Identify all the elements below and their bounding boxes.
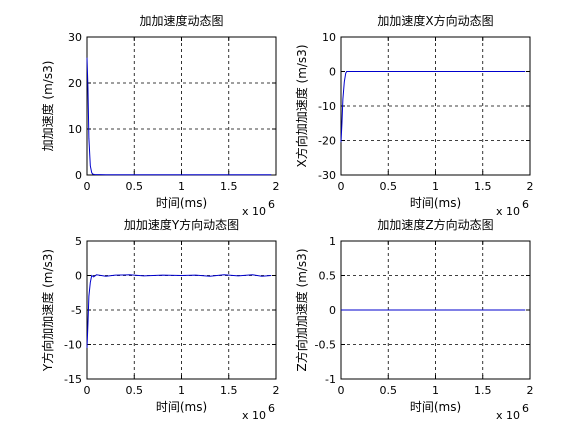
x-tick-label: 1.5	[474, 180, 492, 193]
x-exponent-label: x 10	[496, 205, 520, 218]
x-tick-label: 0	[84, 384, 91, 397]
y-tick-label: -1	[325, 373, 336, 386]
x-tick-label: 1	[178, 384, 185, 397]
x-exponent-label: x 10	[242, 205, 266, 218]
x-tick-label: 0.5	[380, 180, 398, 193]
y-tick-label: 0.5	[319, 270, 337, 283]
y-axis-label: Y方向加加速度 (m/s3)	[40, 249, 55, 372]
x-tick-label: 0	[338, 384, 345, 397]
x-exponent-label: x 10	[496, 409, 520, 422]
y-axis-label: X方向加加速度 (m/s3)	[294, 44, 309, 167]
y-axis-label: Z方向加加速度 (m/s3)	[294, 248, 309, 371]
x-tick-label: 1.5	[474, 384, 492, 397]
x-exponent-power: 6	[522, 198, 529, 211]
y-tick-label: 0	[75, 270, 82, 283]
x-tick-label: 2	[273, 180, 280, 193]
x-tick-label: 1	[432, 180, 439, 193]
y-tick-label: -20	[318, 135, 336, 148]
x-tick-label: 1.5	[220, 384, 238, 397]
x-tick-label: 0.5	[380, 384, 398, 397]
series-line	[86, 57, 272, 176]
x-tick-label: 2	[273, 384, 280, 397]
y-tick-label: 10	[322, 31, 336, 44]
x-tick-label: 0.5	[126, 180, 144, 193]
y-tick-label: 0	[75, 169, 82, 182]
y-tick-label: 0	[329, 304, 336, 317]
x-tick-label: 1	[432, 384, 439, 397]
y-tick-label: -15	[64, 373, 82, 386]
chart-title: 加加速度Z方向动态图	[377, 217, 493, 232]
x-exponent-power: 6	[268, 402, 275, 415]
series-line	[86, 274, 272, 348]
y-tick-label: -30	[318, 169, 336, 182]
y-tick-label: 0	[329, 66, 336, 79]
x-tick-label: 0	[84, 180, 91, 193]
chart-title: 加加速度动态图	[139, 13, 223, 28]
y-tick-label: 30	[68, 31, 82, 44]
x-exponent-power: 6	[268, 198, 275, 211]
x-tick-label: 2	[527, 180, 534, 193]
x-axis-label: 时间(ms)	[156, 400, 207, 414]
series-line	[340, 71, 526, 143]
x-tick-label: 1	[178, 180, 185, 193]
y-axis-label: 加加速度 (m/s3)	[40, 61, 55, 152]
x-tick-label: 1.5	[220, 180, 238, 193]
x-exponent-power: 6	[522, 402, 529, 415]
x-tick-label: 0	[338, 180, 345, 193]
chart-title: 加加速度X方向动态图	[377, 13, 493, 28]
y-tick-label: -10	[318, 100, 336, 113]
x-axis-label: 时间(ms)	[156, 196, 207, 210]
x-axis-label: 时间(ms)	[410, 400, 461, 414]
y-tick-label: -10	[64, 339, 82, 352]
chart-title: 加加速度Y方向动态图	[124, 217, 239, 232]
x-tick-label: 2	[527, 384, 534, 397]
y-tick-label: -0.5	[315, 339, 336, 352]
y-tick-label: 10	[68, 123, 82, 136]
x-tick-label: 0.5	[126, 384, 144, 397]
x-axis-label: 时间(ms)	[410, 196, 461, 210]
y-tick-label: 20	[68, 77, 82, 90]
y-tick-label: -5	[71, 304, 82, 317]
y-tick-label: 1	[329, 235, 336, 248]
y-tick-label: 5	[75, 235, 82, 248]
x-exponent-label: x 10	[242, 409, 266, 422]
